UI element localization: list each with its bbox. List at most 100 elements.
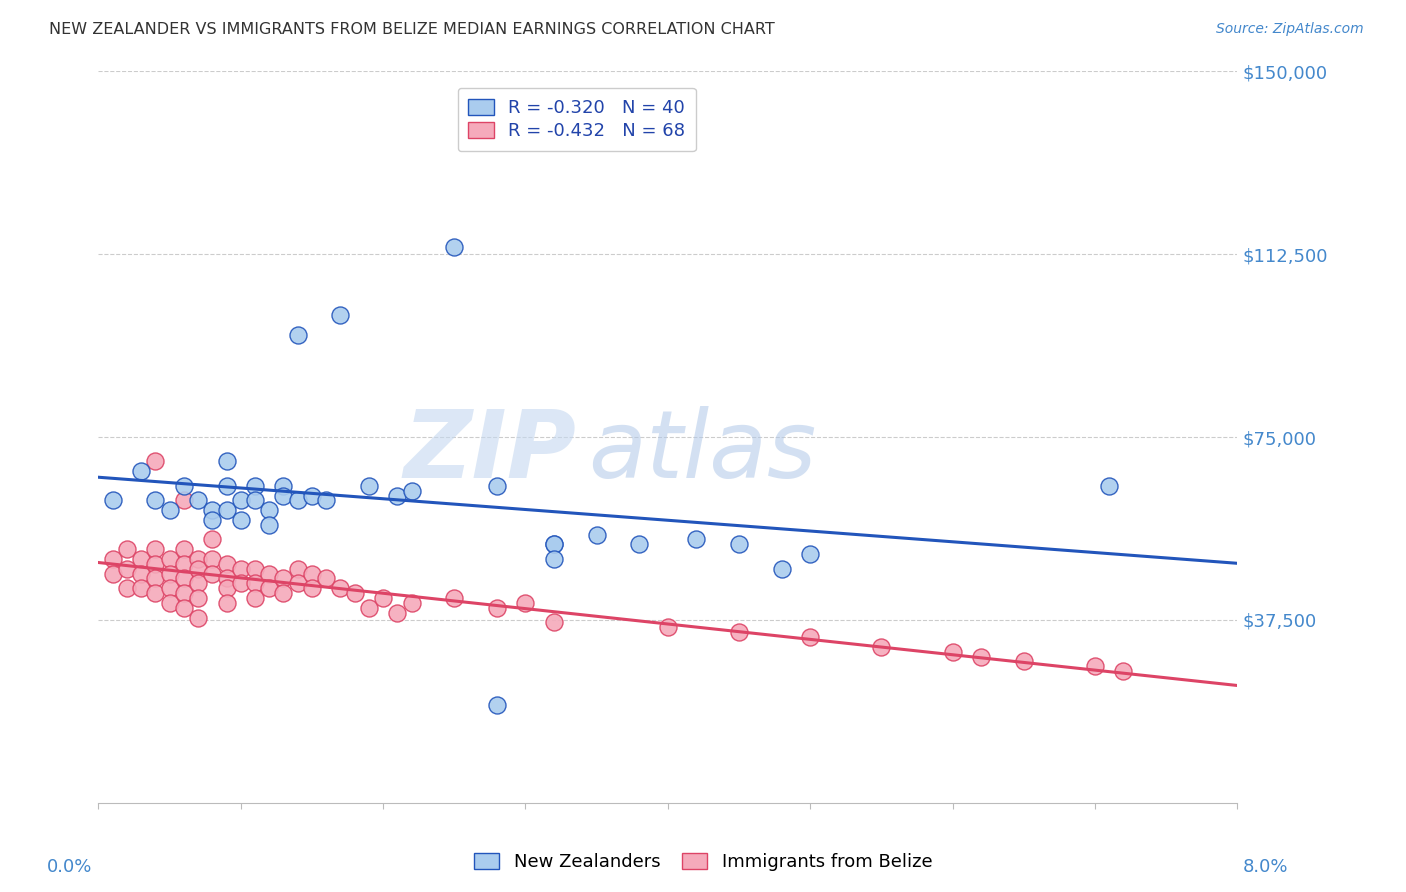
- Point: [443, 240, 465, 254]
- Point: [173, 586, 195, 600]
- Point: [287, 493, 309, 508]
- Point: [129, 552, 152, 566]
- Point: [229, 576, 252, 591]
- Point: [173, 557, 195, 571]
- Point: [243, 479, 266, 493]
- Point: [273, 586, 295, 600]
- Point: [329, 581, 352, 595]
- Point: [685, 533, 707, 547]
- Point: [173, 600, 195, 615]
- Point: [215, 596, 238, 610]
- Point: [273, 479, 295, 493]
- Point: [799, 630, 821, 644]
- Point: [357, 600, 380, 615]
- Point: [585, 527, 607, 541]
- Point: [243, 562, 266, 576]
- Point: [543, 615, 565, 630]
- Point: [942, 645, 965, 659]
- Point: [301, 581, 323, 595]
- Point: [1084, 659, 1107, 673]
- Text: 0.0%: 0.0%: [48, 858, 93, 876]
- Point: [115, 562, 138, 576]
- Point: [159, 552, 181, 566]
- Point: [401, 596, 423, 610]
- Point: [159, 566, 181, 581]
- Point: [187, 552, 209, 566]
- Point: [315, 572, 337, 586]
- Point: [259, 566, 281, 581]
- Point: [101, 566, 124, 581]
- Point: [315, 493, 337, 508]
- Point: [371, 591, 394, 605]
- Point: [173, 572, 195, 586]
- Point: [273, 572, 295, 586]
- Point: [486, 479, 509, 493]
- Point: [243, 493, 266, 508]
- Point: [215, 557, 238, 571]
- Point: [145, 557, 167, 571]
- Point: [145, 572, 167, 586]
- Point: [229, 493, 252, 508]
- Point: [215, 572, 238, 586]
- Point: [357, 479, 380, 493]
- Point: [129, 464, 152, 478]
- Point: [145, 586, 167, 600]
- Point: [401, 483, 423, 498]
- Point: [799, 547, 821, 561]
- Point: [1098, 479, 1121, 493]
- Point: [159, 581, 181, 595]
- Point: [543, 552, 565, 566]
- Point: [129, 566, 152, 581]
- Point: [159, 596, 181, 610]
- Point: [115, 542, 138, 557]
- Point: [145, 542, 167, 557]
- Text: NEW ZEALANDER VS IMMIGRANTS FROM BELIZE MEDIAN EARNINGS CORRELATION CHART: NEW ZEALANDER VS IMMIGRANTS FROM BELIZE …: [49, 22, 775, 37]
- Point: [215, 503, 238, 517]
- Point: [115, 581, 138, 595]
- Point: [201, 513, 224, 527]
- Point: [543, 537, 565, 551]
- Legend: R = -0.320   N = 40, R = -0.432   N = 68: R = -0.320 N = 40, R = -0.432 N = 68: [457, 87, 696, 152]
- Point: [129, 581, 152, 595]
- Point: [1112, 664, 1135, 678]
- Legend: New Zealanders, Immigrants from Belize: New Zealanders, Immigrants from Belize: [467, 846, 939, 879]
- Text: ZIP: ZIP: [404, 406, 576, 498]
- Point: [443, 591, 465, 605]
- Point: [101, 493, 124, 508]
- Point: [273, 489, 295, 503]
- Point: [628, 537, 651, 551]
- Point: [387, 489, 409, 503]
- Point: [770, 562, 793, 576]
- Point: [173, 542, 195, 557]
- Point: [543, 537, 565, 551]
- Point: [486, 698, 509, 713]
- Point: [259, 581, 281, 595]
- Point: [229, 562, 252, 576]
- Point: [187, 591, 209, 605]
- Point: [201, 566, 224, 581]
- Point: [387, 606, 409, 620]
- Point: [259, 517, 281, 532]
- Point: [329, 308, 352, 322]
- Point: [1012, 654, 1035, 668]
- Point: [215, 479, 238, 493]
- Point: [187, 576, 209, 591]
- Point: [970, 649, 993, 664]
- Point: [201, 552, 224, 566]
- Text: 8.0%: 8.0%: [1243, 858, 1288, 876]
- Point: [159, 503, 181, 517]
- Point: [301, 489, 323, 503]
- Point: [101, 552, 124, 566]
- Point: [287, 576, 309, 591]
- Point: [145, 493, 167, 508]
- Point: [229, 513, 252, 527]
- Y-axis label: Median Earnings: Median Earnings: [0, 374, 7, 500]
- Point: [870, 640, 893, 654]
- Point: [301, 566, 323, 581]
- Point: [287, 327, 309, 342]
- Point: [728, 537, 751, 551]
- Point: [187, 562, 209, 576]
- Point: [215, 454, 238, 468]
- Point: [145, 454, 167, 468]
- Point: [343, 586, 366, 600]
